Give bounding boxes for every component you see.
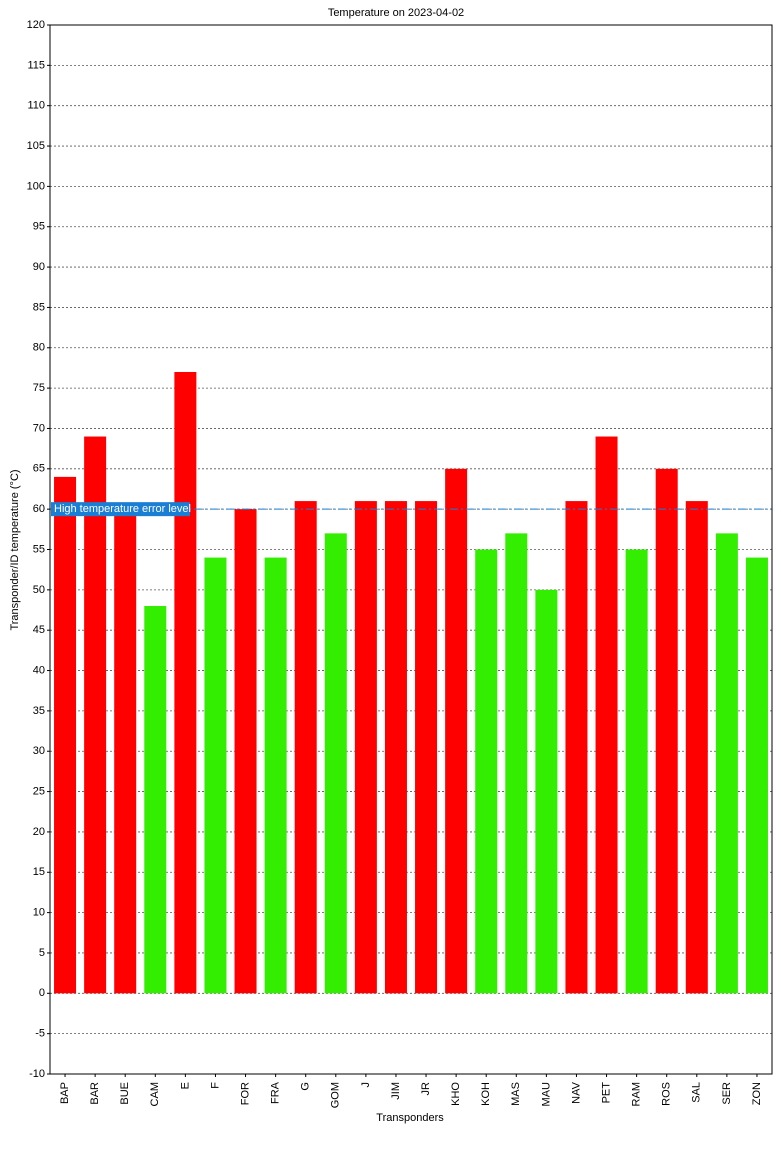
x-tick-label: RAM xyxy=(631,1082,643,1106)
x-tick-label: CAM xyxy=(149,1082,161,1106)
y-axis-label: Transponder/ID temperature (°C) xyxy=(9,469,21,630)
y-tick-label: -10 xyxy=(29,1068,45,1080)
y-tick-label: 20 xyxy=(33,826,45,838)
bar xyxy=(715,533,738,994)
y-tick-label: 110 xyxy=(27,100,45,112)
bar xyxy=(625,549,648,994)
bar xyxy=(415,501,438,994)
x-tick-label: BUE xyxy=(119,1082,131,1105)
bar xyxy=(144,605,167,994)
bar xyxy=(655,468,678,994)
y-tick-label: 115 xyxy=(27,59,45,71)
y-tick-label: 65 xyxy=(33,463,45,475)
bar xyxy=(685,501,708,994)
x-tick-label: KHO xyxy=(450,1082,462,1106)
bar xyxy=(445,468,468,994)
x-tick-label: F xyxy=(209,1082,221,1089)
y-tick-label: 90 xyxy=(33,261,45,273)
bar xyxy=(384,501,407,994)
reference-label: High temperature error level xyxy=(54,503,191,515)
y-tick-label: 55 xyxy=(33,543,45,555)
x-tick-label: E xyxy=(179,1082,191,1089)
x-tick-label: JR xyxy=(420,1082,432,1096)
x-tick-label: FRA xyxy=(270,1081,282,1104)
y-tick-label: 25 xyxy=(33,785,45,797)
x-tick-label: GOM xyxy=(330,1082,342,1108)
bar xyxy=(565,501,588,994)
bar xyxy=(114,509,137,994)
y-tick-label: 50 xyxy=(33,584,45,596)
bar xyxy=(475,549,498,994)
y-tick-label: 15 xyxy=(33,866,45,878)
x-tick-label: JIM xyxy=(390,1082,402,1100)
x-tick-label: G xyxy=(300,1082,312,1091)
y-tick-label: 75 xyxy=(33,382,45,394)
y-tick-label: 40 xyxy=(33,664,45,676)
bar xyxy=(535,589,558,994)
bar xyxy=(204,557,227,994)
bar xyxy=(84,436,107,994)
plot-frame xyxy=(49,24,773,1075)
bar xyxy=(294,501,317,994)
reference-label-box xyxy=(51,502,190,517)
y-tick-label: 60 xyxy=(33,503,45,515)
x-tick-label: J xyxy=(360,1082,372,1088)
y-tick-label: 85 xyxy=(33,301,45,313)
bar xyxy=(505,533,528,994)
x-tick-label: SAL xyxy=(691,1082,703,1103)
chart-title: Temperature on 2023-04-02 xyxy=(328,7,464,19)
bar xyxy=(354,501,377,994)
bar xyxy=(234,509,257,994)
x-tick-label: ZON xyxy=(751,1082,763,1105)
x-tick-label: BAP xyxy=(59,1082,71,1104)
y-tick-label: 35 xyxy=(33,705,45,717)
x-tick-label: SER xyxy=(721,1082,733,1105)
bar xyxy=(54,476,77,994)
x-tick-label: NAV xyxy=(570,1081,582,1103)
bar xyxy=(324,533,347,994)
x-tick-label: PET xyxy=(600,1082,612,1104)
y-tick-label: 0 xyxy=(39,987,45,999)
y-tick-label: 100 xyxy=(27,180,45,192)
y-tick-label: 45 xyxy=(33,624,45,636)
bar xyxy=(745,557,768,994)
x-tick-label: MAS xyxy=(510,1082,522,1106)
bar xyxy=(174,371,197,994)
x-tick-label: FOR xyxy=(239,1082,251,1105)
y-tick-label: -5 xyxy=(35,1028,45,1040)
y-tick-label: 30 xyxy=(33,745,45,757)
x-tick-label: MAU xyxy=(540,1082,552,1107)
y-tick-label: 5 xyxy=(39,947,45,959)
bar xyxy=(595,436,618,994)
x-tick-label: KOH xyxy=(480,1082,492,1106)
y-tick-label: 105 xyxy=(27,140,45,152)
x-tick-label: BAR xyxy=(89,1082,101,1105)
y-tick-label: 80 xyxy=(33,342,45,354)
y-tick-label: 95 xyxy=(33,221,45,233)
y-tick-label: 10 xyxy=(33,907,45,919)
x-axis-label: Transponders xyxy=(376,1112,444,1124)
bar xyxy=(264,557,287,994)
x-tick-label: ROS xyxy=(661,1082,673,1106)
y-tick-label: 70 xyxy=(33,422,45,434)
y-tick-label: 120 xyxy=(27,19,45,31)
